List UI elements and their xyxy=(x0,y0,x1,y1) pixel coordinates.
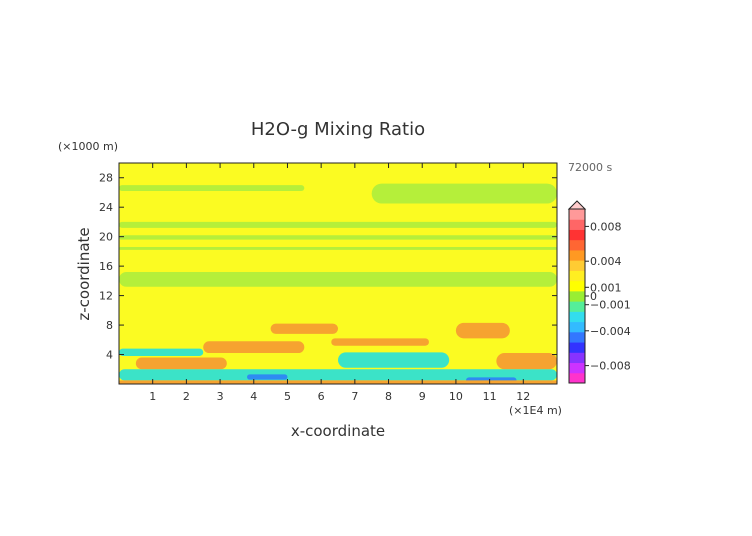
colorbar-segment xyxy=(569,321,585,333)
colorbar-segment xyxy=(569,352,585,364)
x-tick-label: 3 xyxy=(217,390,224,403)
heatmap-region xyxy=(331,338,429,346)
y-axis-label: z-coordinate xyxy=(75,227,93,320)
colorbar-segment xyxy=(569,362,585,374)
x-tick-label: 11 xyxy=(483,390,497,403)
colorbar-segment xyxy=(569,301,585,312)
heatmap-region xyxy=(119,164,557,186)
x-tick-label: 2 xyxy=(183,390,190,403)
colorbar-segment xyxy=(569,372,585,384)
y-tick-label: 20 xyxy=(99,231,113,244)
heatmap-region xyxy=(119,369,557,381)
colorbar-segment xyxy=(569,311,585,323)
colorbar-segment xyxy=(569,219,585,230)
heatmap-region xyxy=(119,348,204,357)
x-axis-label: x-coordinate xyxy=(291,422,385,440)
y-tick-label: 8 xyxy=(106,319,113,332)
colorbar-label: −0.008 xyxy=(590,360,631,373)
heatmap-region xyxy=(338,352,450,368)
colorbar-segment xyxy=(569,229,585,241)
x-tick-label: 8 xyxy=(385,390,392,403)
colorbar-label: 0.001 xyxy=(590,281,622,294)
heatmap-region xyxy=(247,374,288,380)
x-tick-label: 1 xyxy=(149,390,156,403)
heatmap-region xyxy=(135,357,227,370)
y-unit-label: (×1000 m) xyxy=(58,140,118,153)
heatmap-region xyxy=(203,341,305,354)
heatmap-region xyxy=(371,183,557,204)
x-tick-label: 5 xyxy=(284,390,291,403)
heatmap-region xyxy=(371,299,557,318)
colorbar-segment xyxy=(569,342,585,353)
x-unit-label: (×1E4 m) xyxy=(509,404,562,417)
heatmap-region xyxy=(119,252,557,262)
colorbar-label: 0 xyxy=(590,290,597,303)
x-tick-label: 10 xyxy=(449,390,463,403)
heatmap-region xyxy=(119,185,305,191)
x-tick-label: 12 xyxy=(516,390,530,403)
heatmap-region xyxy=(119,210,557,222)
x-tick-label: 9 xyxy=(419,390,426,403)
chart-title: H2O-g Mixing Ratio xyxy=(251,119,425,140)
colorbar-extend-arrow xyxy=(567,200,587,210)
colorbar-label: −0.001 xyxy=(590,299,631,312)
x-tick-label: 7 xyxy=(351,390,358,403)
y-tick-label: 16 xyxy=(99,260,113,273)
heatmap-region xyxy=(119,235,557,240)
colorbar-segment xyxy=(569,209,585,220)
colorbar-segment xyxy=(569,331,585,343)
y-tick-label: 12 xyxy=(99,290,113,303)
plot-frame xyxy=(118,162,558,385)
x-tick-label: 4 xyxy=(250,390,257,403)
colorbar-segment xyxy=(569,249,585,261)
time-label: 72000 s xyxy=(568,161,612,174)
heatmap-region xyxy=(119,221,557,228)
heatmap-region xyxy=(152,294,322,302)
colorbar-segment xyxy=(569,260,585,271)
colorbar-segment xyxy=(569,239,585,251)
y-tick-label: 28 xyxy=(99,172,113,185)
heatmap-region xyxy=(455,322,510,339)
colorbar-label: 0.004 xyxy=(590,255,622,268)
heatmap-region xyxy=(119,380,557,384)
y-tick-label: 24 xyxy=(99,201,113,214)
colorbar-segment xyxy=(569,280,585,292)
y-tick-label: 4 xyxy=(106,349,113,362)
heatmap-region xyxy=(119,246,557,250)
heatmap-region xyxy=(270,323,338,334)
heatmap-region xyxy=(119,272,557,287)
colorbar-label: 0.008 xyxy=(590,220,622,233)
heatmap-region xyxy=(496,353,557,370)
colorbar-segment xyxy=(569,290,585,302)
x-tick-label: 6 xyxy=(318,390,325,403)
colorbar-segment xyxy=(569,270,585,282)
colorbar-label: −0.004 xyxy=(590,325,631,338)
